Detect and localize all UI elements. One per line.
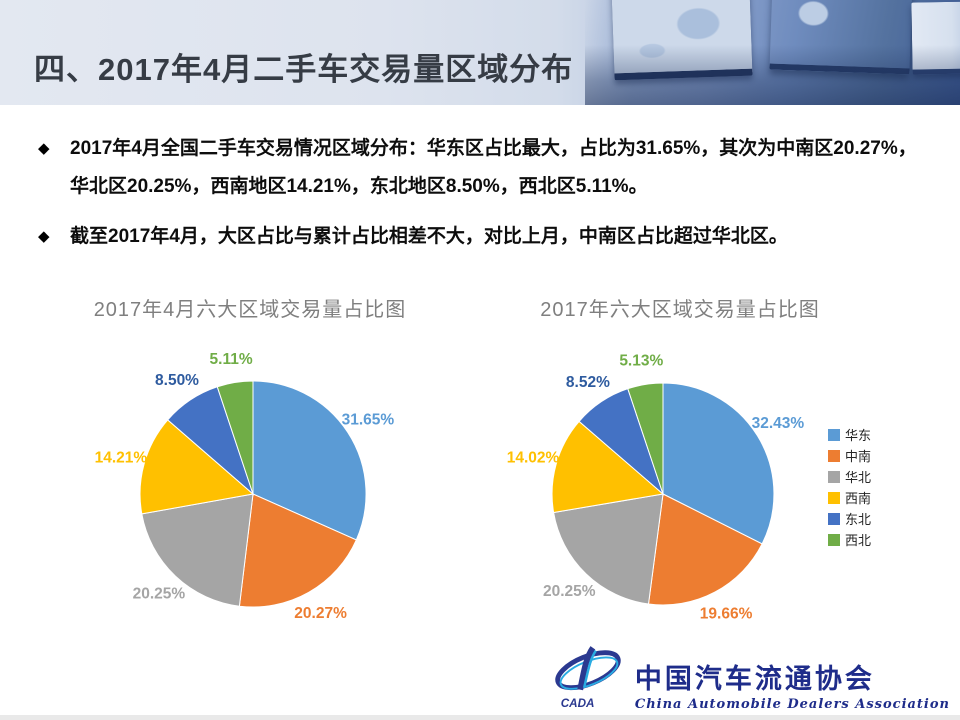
legend-item-华北: 华北 <box>828 466 871 487</box>
pie-slice-西北 <box>627 382 664 495</box>
pie-slice-华北 <box>141 493 254 607</box>
pie-label: 14.02% <box>507 450 560 467</box>
pie-chart-right: 32.43% 19.66% 20.25% 14.02% 8.52% 5.13% <box>507 353 805 623</box>
bullet-text-1: 2017年4月全国二手车交易情况区域分布：华东区占比最大，占比为31.65%，其… <box>70 138 917 197</box>
pie-slice-华东 <box>662 382 775 545</box>
legend-swatch-icon <box>828 428 840 441</box>
legend-label: 东北 <box>845 512 872 527</box>
cada-emblem-text: CADA <box>561 697 595 710</box>
bullet-text-2: 截至2017年4月，大区占比与累计占比相差不大，对比上月，中南区占比超过华北区。 <box>70 226 788 247</box>
pie-chart-left: 31.65% 20.27% 20.25% 14.21% 8.50% 5.11% <box>95 351 395 622</box>
diamond-bullet-icon: ◆ <box>38 228 50 245</box>
pie-label: 5.11% <box>210 351 253 368</box>
pie-slice-中南 <box>238 493 357 608</box>
chart-right-container: 2017年六大区域交易量占比图 32.43% 19.66% 20.25% 14.02%… <box>460 293 900 644</box>
pie-label: 5.13% <box>619 353 663 370</box>
legend-item-华东: 华东 <box>828 424 871 445</box>
pie-label: 20.27% <box>294 605 347 622</box>
pie-label: 20.25% <box>543 583 596 600</box>
legend-swatch-icon <box>828 470 840 483</box>
pie-label: 8.52% <box>566 374 610 391</box>
legend-label: 华北 <box>845 470 872 485</box>
legend-item-西南: 西南 <box>828 487 871 508</box>
logo-english-name: China Automobile Dealers Association <box>634 697 950 712</box>
legend-item-西北: 西北 <box>828 529 871 550</box>
footer-strip <box>0 715 960 720</box>
pie-slice-西北 <box>216 380 254 495</box>
bullet-item-1: ◆ 2017年4月全国二手车交易情况区域分布：华东区占比最大，占比为31.65%… <box>38 130 922 206</box>
pie-slice-华北 <box>553 493 664 605</box>
pie-label: 20.25% <box>133 586 186 603</box>
chart-left-title: 2017年4月六大区域交易量占比图 <box>93 299 407 321</box>
cada-logo: CADA 中国汽车流通协会 China Automobile Dealers A… <box>549 644 950 712</box>
diamond-bullet-icon: ◆ <box>38 140 50 157</box>
legend-item-东北: 东北 <box>828 508 871 529</box>
pie-label: 32.43% <box>752 415 805 432</box>
legend-swatch-icon <box>828 512 840 525</box>
legend-label: 西南 <box>845 491 872 506</box>
bullet-item-2: ◆ 截至2017年4月，大区占比与累计占比相差不大，对比上月，中南区占比超过华北… <box>38 218 922 256</box>
legend-item-中南: 中南 <box>828 445 871 466</box>
bullet-list: ◆ 2017年4月全国二手车交易情况区域分布：华东区占比最大，占比为31.65%… <box>38 130 922 268</box>
logo-chinese-name: 中国汽车流通协会 <box>634 664 875 695</box>
legend-label: 西北 <box>845 533 872 548</box>
chart-left-container: 2017年4月六大区域交易量占比图 31.65% 20.27% 20.25% 14.2… <box>20 293 480 644</box>
pie-label: 8.50% <box>155 372 199 389</box>
legend-label: 华东 <box>845 428 872 443</box>
legend-swatch-icon <box>828 533 840 546</box>
pie-label: 19.66% <box>700 605 753 622</box>
pie-slice-西南 <box>139 419 255 515</box>
cada-emblem-icon: CADA <box>555 646 621 710</box>
legend-label: 中南 <box>845 449 872 464</box>
header-boxes-graphic <box>585 0 960 105</box>
pie-label: 14.21% <box>95 450 148 467</box>
chart-right-title: 2017年六大区域交易量占比图 <box>540 299 820 321</box>
legend-swatch-icon <box>828 449 840 462</box>
slide-header: 四、2017年4月二手车交易量区域分布 <box>0 0 960 105</box>
legend-swatch-icon <box>828 491 840 504</box>
pie-slice-华东 <box>252 380 367 541</box>
decor-floor-shadow <box>585 45 960 105</box>
pie-slice-西南 <box>551 420 665 514</box>
pie-label: 31.65% <box>342 411 395 428</box>
logo-text-block: 中国汽车流通协会 China Automobile Dealers Associ… <box>634 664 950 713</box>
page-title: 四、2017年4月二手车交易量区域分布 <box>34 52 574 87</box>
pie-slice-中南 <box>647 493 763 606</box>
chart-legend: 华东中南华北西南东北西北 <box>828 424 871 550</box>
